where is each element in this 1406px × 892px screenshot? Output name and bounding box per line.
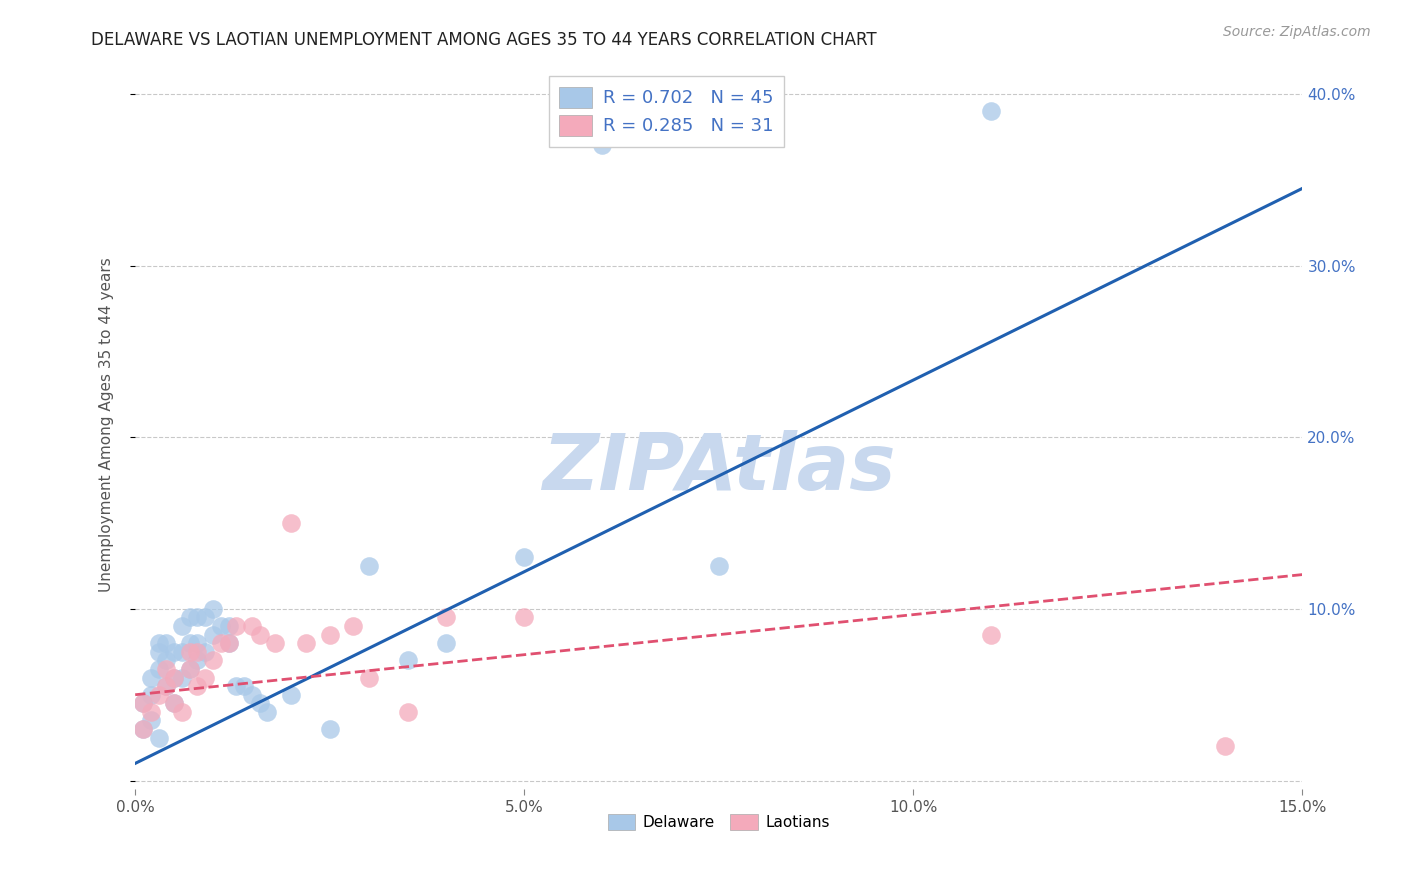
Delaware — [186, 653, 208, 667]
Delaware — [202, 602, 225, 616]
Text: ZIPAtlas: ZIPAtlas — [543, 430, 896, 506]
Laotians — [179, 662, 201, 676]
Laotians — [319, 627, 342, 641]
Delaware — [249, 696, 271, 710]
Laotians — [295, 636, 318, 650]
Delaware — [148, 645, 170, 659]
Delaware — [280, 688, 302, 702]
Delaware — [240, 688, 263, 702]
Laotians — [163, 671, 186, 685]
Delaware — [163, 645, 186, 659]
Laotians — [170, 705, 193, 719]
Laotians — [264, 636, 287, 650]
Delaware — [186, 610, 208, 624]
Laotians — [357, 671, 380, 685]
Laotians — [163, 696, 186, 710]
Laotians — [218, 636, 240, 650]
Laotians — [980, 627, 1002, 641]
Delaware — [139, 688, 162, 702]
Laotians — [209, 636, 232, 650]
Delaware — [148, 731, 170, 745]
Delaware — [132, 722, 155, 736]
Delaware — [396, 653, 419, 667]
Delaware — [256, 705, 278, 719]
Laotians — [342, 619, 364, 633]
Laotians — [139, 705, 162, 719]
Delaware — [357, 559, 380, 574]
Laotians — [132, 696, 155, 710]
Delaware — [225, 679, 247, 693]
Laotians — [132, 722, 155, 736]
Delaware — [209, 619, 232, 633]
Text: Source: ZipAtlas.com: Source: ZipAtlas.com — [1223, 25, 1371, 39]
Laotians — [155, 662, 177, 676]
Delaware — [202, 627, 225, 641]
Laotians — [225, 619, 247, 633]
Delaware — [148, 662, 170, 676]
Delaware — [170, 645, 193, 659]
Y-axis label: Unemployment Among Ages 35 to 44 years: Unemployment Among Ages 35 to 44 years — [100, 257, 114, 591]
Laotians — [194, 671, 217, 685]
Delaware — [319, 722, 342, 736]
Legend: R = 0.702   N = 45, R = 0.285   N = 31: R = 0.702 N = 45, R = 0.285 N = 31 — [548, 76, 785, 146]
Laotians — [155, 679, 177, 693]
Laotians — [179, 645, 201, 659]
Delaware — [170, 619, 193, 633]
Delaware — [436, 636, 458, 650]
Delaware — [591, 138, 613, 153]
Laotians — [240, 619, 263, 633]
Delaware — [179, 636, 201, 650]
Laotians — [202, 653, 225, 667]
Delaware — [194, 645, 217, 659]
Delaware — [513, 550, 536, 565]
Laotians — [186, 679, 208, 693]
Delaware — [148, 636, 170, 650]
Delaware — [218, 636, 240, 650]
Laotians — [186, 645, 208, 659]
Delaware — [132, 696, 155, 710]
Delaware — [155, 636, 177, 650]
Delaware — [218, 619, 240, 633]
Delaware — [139, 714, 162, 728]
Laotians — [513, 610, 536, 624]
Delaware — [233, 679, 256, 693]
Delaware — [163, 671, 186, 685]
Delaware — [980, 104, 1002, 119]
Delaware — [194, 610, 217, 624]
Text: DELAWARE VS LAOTIAN UNEMPLOYMENT AMONG AGES 35 TO 44 YEARS CORRELATION CHART: DELAWARE VS LAOTIAN UNEMPLOYMENT AMONG A… — [91, 31, 877, 49]
Delaware — [170, 671, 193, 685]
Delaware — [155, 653, 177, 667]
Laotians — [1213, 739, 1236, 754]
Delaware — [707, 559, 730, 574]
Laotians — [148, 688, 170, 702]
Delaware — [139, 671, 162, 685]
Delaware — [163, 696, 186, 710]
Delaware — [179, 610, 201, 624]
Delaware — [179, 662, 201, 676]
Delaware — [155, 679, 177, 693]
Laotians — [280, 516, 302, 530]
Laotians — [249, 627, 271, 641]
Laotians — [436, 610, 458, 624]
Laotians — [396, 705, 419, 719]
Delaware — [186, 636, 208, 650]
